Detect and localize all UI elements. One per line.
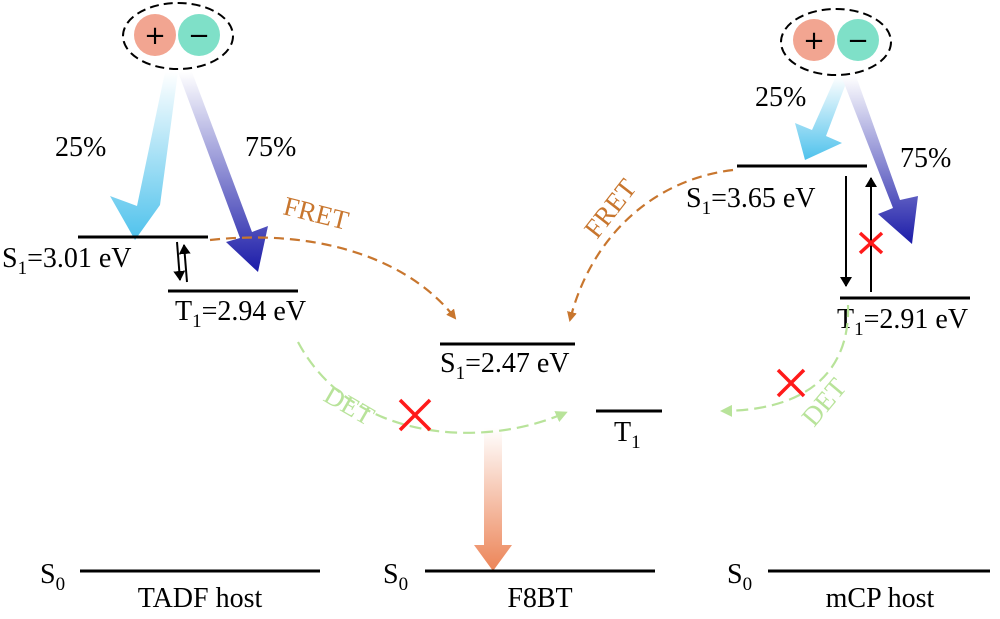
- blocked-cross-icon: [858, 231, 884, 255]
- tadf-s1-label: S1=3.01 eV: [2, 243, 132, 279]
- blocked-cross-icon: [776, 368, 806, 398]
- fret-right-arrow: [567, 168, 734, 322]
- electron-sign: −: [847, 26, 869, 56]
- tadf-risc-arrow: [178, 244, 191, 283]
- tadf-host-group: + − 25% 75% S1=3.01 eV T1=2.94 eV S0 TAD…: [2, 2, 320, 614]
- mcp-host-group: + − 25% 75% S1=3.65 eV T1=2.91 eV S0 mCP…: [686, 8, 990, 614]
- mcp-s0-label: S0: [727, 559, 752, 595]
- tadf-host-name: TADF host: [138, 583, 263, 614]
- mcp-exciton: + −: [780, 8, 892, 76]
- exciton-hole-plus-icon: [793, 19, 835, 61]
- mcp-triplet-fraction: 75%: [900, 143, 951, 174]
- tadf-s0-label: S0: [40, 559, 65, 595]
- tadf-triplet-generation-arrow: [178, 72, 268, 272]
- exciton-electron-minus-icon: [837, 19, 879, 61]
- det-right-arrow: [720, 304, 850, 417]
- mcp-singlet-fraction: 25%: [755, 82, 806, 113]
- hole-sign: +: [803, 26, 825, 56]
- tadf-singlet-generation-arrow: [110, 72, 178, 240]
- mcp-triplet-generation-arrow: [842, 76, 918, 244]
- mcp-t1-label: T1=2.91 eV: [837, 304, 968, 340]
- tadf-triplet-fraction: 75%: [245, 132, 296, 163]
- fret-left-arrow: [209, 236, 457, 320]
- f8bt-name: F8BT: [507, 583, 572, 614]
- fret-right-label: FRET: [578, 173, 643, 244]
- mcp-host-name: mCP host: [826, 583, 935, 614]
- tadf-t1-label: T1=2.94 eV: [175, 296, 306, 332]
- f8bt-s1-label: S1=2.47 eV: [440, 348, 570, 384]
- f8bt-t1-label: T1: [614, 417, 641, 453]
- f8bt-s0-label: S0: [383, 559, 408, 595]
- blocked-cross-icon: [398, 398, 432, 432]
- exciton-hole-plus-icon: [134, 14, 176, 56]
- det-right-label: DET: [796, 372, 853, 432]
- f8bt-group: S1=2.47 eV T1 S0 F8BT: [383, 342, 662, 614]
- f8bt-emission-arrow: [474, 428, 512, 571]
- det-left-label: DET: [319, 379, 380, 431]
- tadf-isc-arrow: [173, 241, 186, 281]
- tadf-singlet-fraction: 25%: [55, 132, 106, 163]
- hole-sign: +: [144, 21, 166, 51]
- tadf-exciton: + −: [122, 2, 234, 70]
- mcp-s1-label: S1=3.65 eV: [686, 183, 816, 219]
- det-left-arrow: [297, 341, 568, 434]
- mcp-singlet-generation-arrow: [795, 76, 848, 160]
- electron-sign: −: [188, 21, 210, 51]
- fret-left-label: FRET: [281, 191, 353, 236]
- exciton-electron-minus-icon: [178, 14, 220, 56]
